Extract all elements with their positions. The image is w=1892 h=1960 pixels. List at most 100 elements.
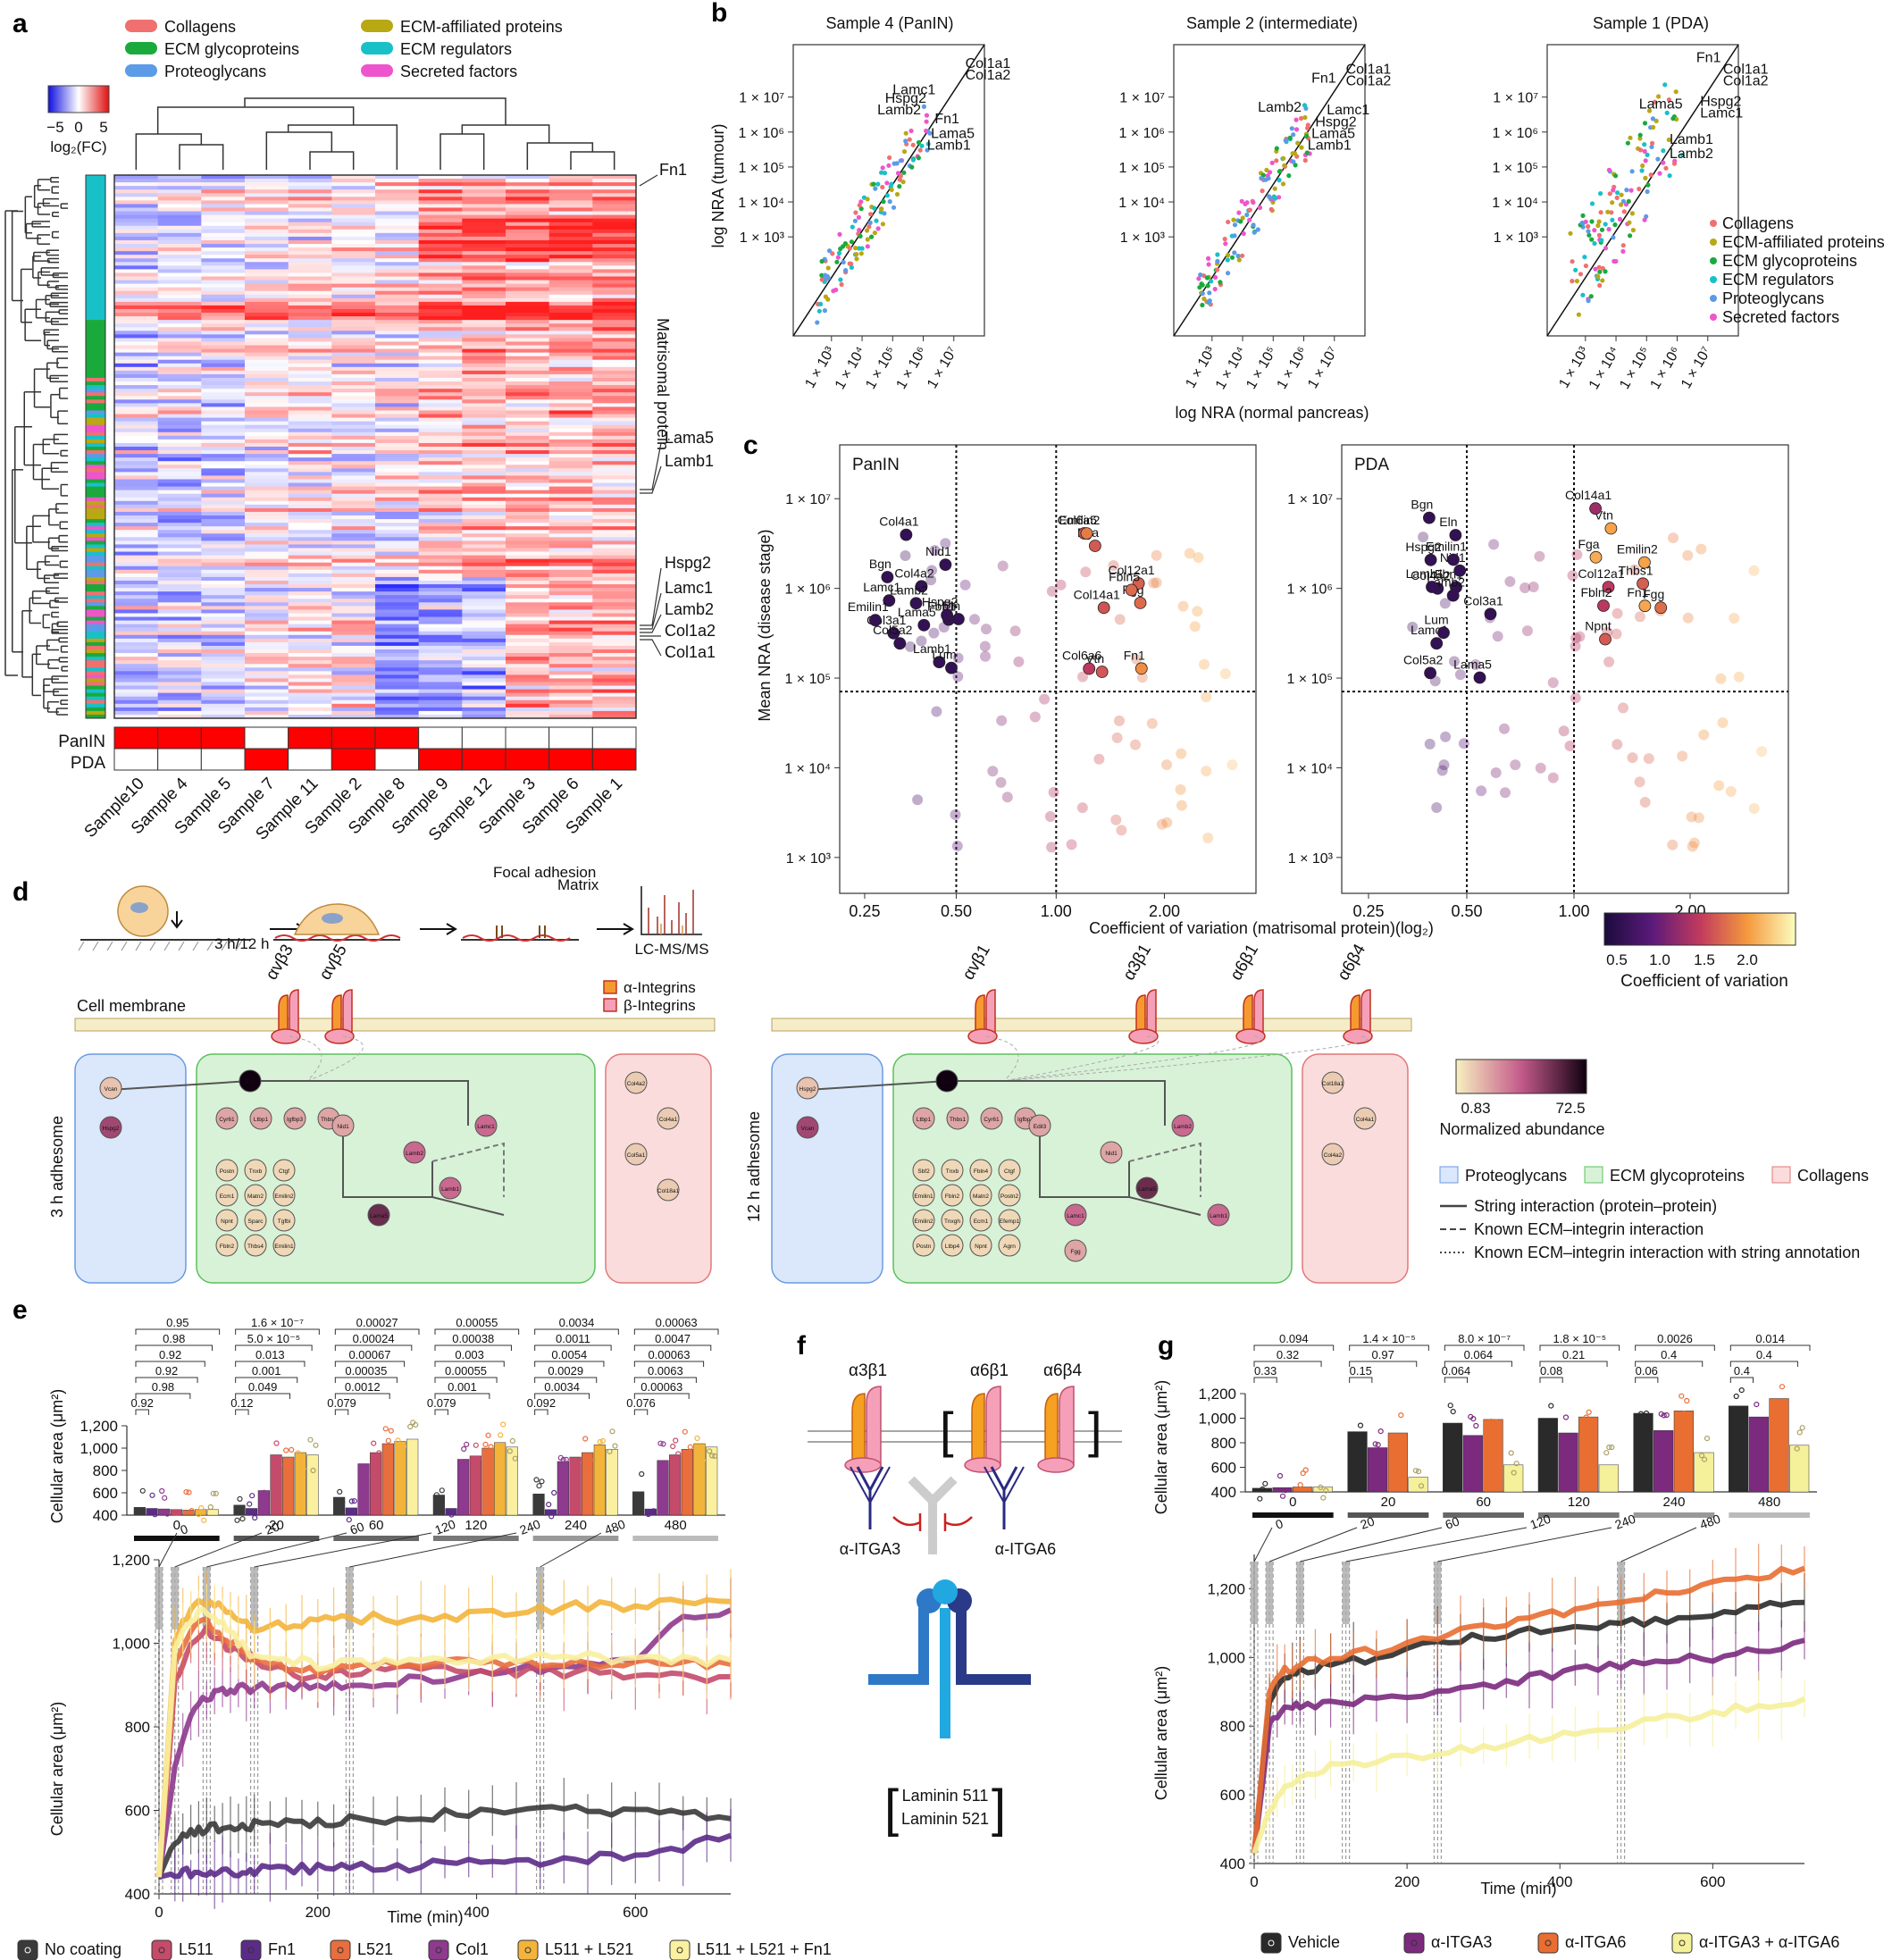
c-point xyxy=(1077,671,1088,683)
c-point xyxy=(1612,607,1623,619)
category-cell xyxy=(86,345,105,349)
category-cell xyxy=(86,482,105,487)
heatmap-cell xyxy=(331,305,376,310)
b-point xyxy=(1610,200,1615,205)
heatmap-cell xyxy=(245,442,289,448)
replicate-dot xyxy=(633,1500,640,1506)
category-cell xyxy=(86,667,105,672)
heatmap-cell xyxy=(506,490,550,495)
heatmap-cell xyxy=(375,370,420,375)
heatmap-cell xyxy=(506,396,550,400)
replicate-dot xyxy=(1661,1412,1667,1419)
heatmap-cell xyxy=(288,272,332,277)
heatmap-cell xyxy=(418,606,463,610)
heatmap-cell xyxy=(548,523,593,527)
b-point xyxy=(1629,211,1635,216)
heatmap-cell xyxy=(548,262,593,266)
heatmap-cell xyxy=(157,703,202,708)
heatmap-cell xyxy=(201,313,246,317)
heatmap-cell xyxy=(548,439,593,444)
category-cell xyxy=(86,247,105,252)
heatmap-cell xyxy=(506,406,550,411)
c-point xyxy=(1046,842,1058,853)
b-point xyxy=(1656,94,1662,99)
p-value: 0.00027 xyxy=(356,1316,398,1329)
replicate-dot xyxy=(551,1489,557,1496)
category-cell xyxy=(86,678,105,683)
bar xyxy=(494,1442,506,1516)
p-value: 0.00055 xyxy=(445,1364,487,1378)
d-legend-glyco: ECM glycoproteins xyxy=(1610,1167,1745,1185)
heatmap-cell xyxy=(288,602,332,607)
heatmap-cell xyxy=(288,316,332,321)
heatmap-cell xyxy=(375,576,420,582)
heatmap-cell xyxy=(288,631,332,636)
heatmap-cell xyxy=(548,519,593,524)
b-point xyxy=(1661,160,1666,165)
arrow-icon-2 xyxy=(420,923,457,935)
category-cell xyxy=(86,699,105,705)
heatmap-cell xyxy=(331,465,376,469)
b-point xyxy=(1597,282,1603,289)
heatmap-cell xyxy=(245,269,289,273)
heatmap-cell xyxy=(506,555,550,560)
b-point xyxy=(1574,279,1579,284)
b-point xyxy=(1240,215,1245,221)
heatmap-cell xyxy=(462,175,506,180)
heatmap-cell xyxy=(331,211,376,215)
heatmap-cell xyxy=(157,573,202,578)
c-point xyxy=(1046,585,1058,597)
c-point xyxy=(1547,677,1559,689)
heatmap-cell xyxy=(592,671,637,675)
heatmap-cell xyxy=(375,606,420,610)
heatmap-cell xyxy=(506,558,550,564)
heatmap-cell xyxy=(288,613,332,617)
gene-label-lamc1: Lamc1 xyxy=(665,579,713,597)
network-node xyxy=(941,1184,964,1207)
heatmap-cell xyxy=(114,204,159,208)
heatmap-cell xyxy=(245,417,289,423)
legend-label: L511 + L521 + Fn1 xyxy=(697,1940,832,1958)
network-node-label: Igfbp7 xyxy=(1017,1117,1034,1123)
b-legend-dot xyxy=(1710,295,1717,302)
heatmap-cell xyxy=(245,507,289,513)
replicate-dot xyxy=(186,1489,192,1495)
heatmap-cell xyxy=(418,381,463,386)
replicate-dot xyxy=(407,1423,414,1430)
category-cell xyxy=(86,649,105,654)
category-cell xyxy=(86,294,105,299)
heatmap-cell xyxy=(592,258,637,263)
b-point xyxy=(836,250,842,255)
heatmap-cell xyxy=(201,599,246,603)
heatmap-cell xyxy=(288,186,332,190)
c-point xyxy=(1521,625,1533,637)
heatmap-cell xyxy=(375,239,420,245)
heatmap-cell xyxy=(548,497,593,502)
c-gene-label: Col4a2 xyxy=(1411,568,1451,582)
heatmap-cell xyxy=(157,211,202,215)
category-cell xyxy=(86,602,105,607)
heatmap-cell xyxy=(375,229,420,234)
heatmap-cell xyxy=(157,493,202,498)
heatmap-cell xyxy=(592,272,637,277)
heatmap-cell xyxy=(114,316,159,321)
heatmap-cell xyxy=(548,214,593,220)
heatmap-cell xyxy=(375,657,420,661)
b-xtick: 1 × 10⁷ xyxy=(1679,344,1714,391)
heatmap-cell xyxy=(418,269,463,273)
heatmap-cell xyxy=(592,334,637,339)
b-point xyxy=(924,113,930,118)
heatmap-cell xyxy=(331,616,376,621)
b-legend-dot xyxy=(1710,239,1717,246)
heatmap-cell xyxy=(201,699,246,705)
heatmap-cell xyxy=(245,316,289,321)
bar-group-label: 0 xyxy=(1289,1495,1296,1510)
heatmap-cell xyxy=(288,511,332,516)
c-labelled-point xyxy=(881,571,894,583)
bar xyxy=(306,1454,319,1516)
c-point xyxy=(1176,748,1187,759)
bar xyxy=(394,1441,406,1516)
heatmap-cell xyxy=(462,641,506,647)
row-dendrogram xyxy=(4,177,68,716)
heatmap-cell xyxy=(114,396,159,400)
